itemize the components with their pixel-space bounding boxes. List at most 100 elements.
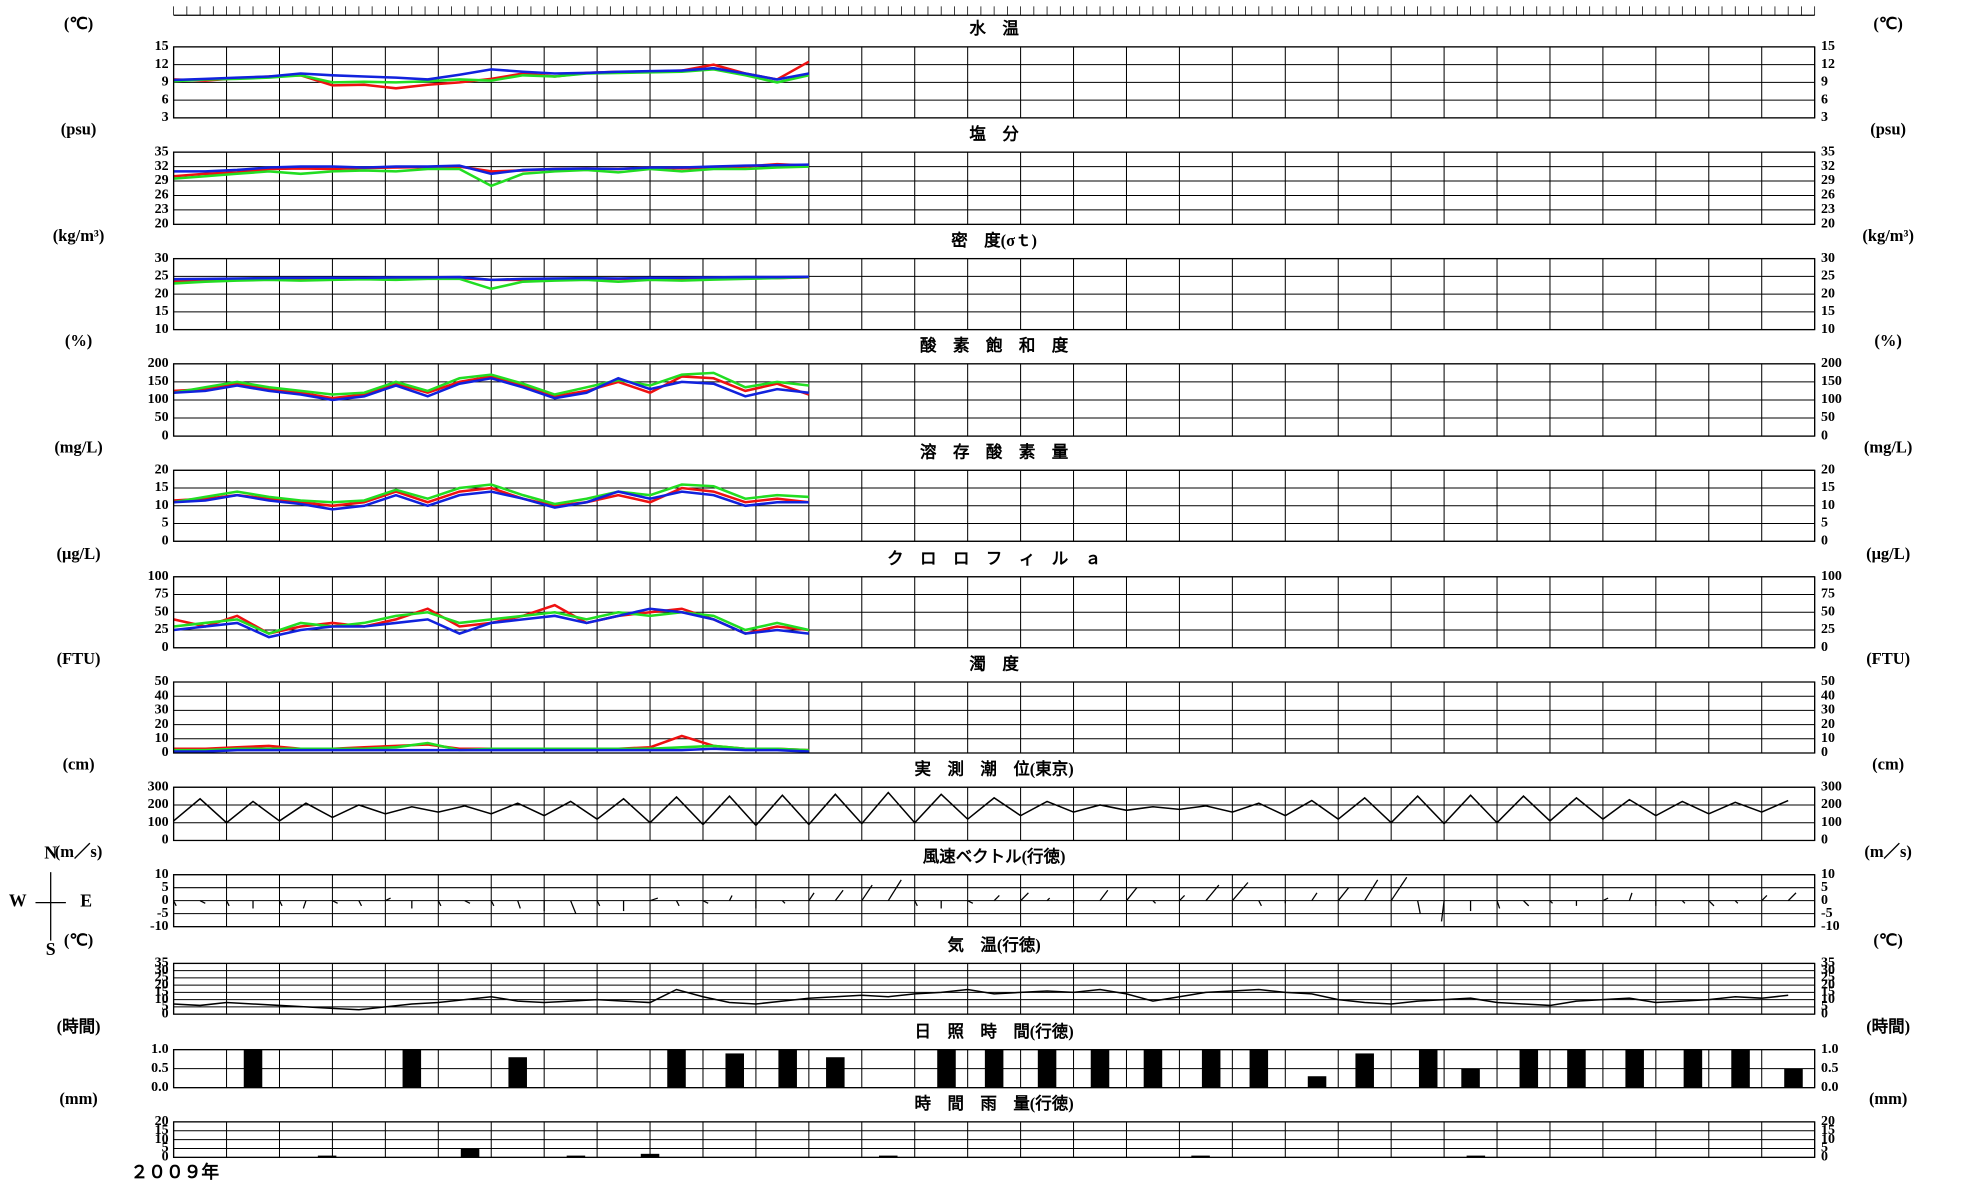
y-tick-label: 0.0	[151, 1080, 168, 1095]
y-tick-label-right: 300	[1821, 779, 1842, 794]
unit-right: (mg/L)	[1864, 438, 1912, 457]
y-tick-label: 30	[155, 963, 169, 978]
wind-vector	[332, 900, 338, 904]
bar	[1461, 1068, 1480, 1088]
y-tick-label-right: 0.0	[1821, 1080, 1838, 1095]
wind-vector	[1440, 900, 1445, 922]
bar	[1731, 1049, 1750, 1088]
plot-frame	[172, 469, 1816, 542]
y-tick-label-right: 200	[1821, 797, 1842, 812]
wind-vector	[302, 900, 307, 909]
y-tick-label-right: 3	[1821, 110, 1828, 125]
bar	[667, 1049, 686, 1088]
wind-vector	[808, 892, 815, 902]
y-tick-label-right: 5	[1821, 880, 1828, 895]
plot-frame	[172, 1048, 1816, 1089]
data-line	[173, 275, 809, 282]
y-tick-label: 5	[162, 1141, 169, 1156]
y-tick-label-right: 15	[1821, 1123, 1835, 1138]
y-tick-label: 100	[148, 569, 169, 584]
bar	[725, 1053, 745, 1088]
y-tick-label: 0	[162, 745, 169, 760]
bar	[566, 1155, 586, 1158]
compass-w: W	[9, 891, 27, 911]
y-tick-label-right: 5	[1821, 999, 1828, 1014]
y-tick-label-right: 35	[1821, 956, 1835, 971]
y-tick-label-right: 15	[1821, 39, 1835, 54]
y-tick-label-right: 6	[1821, 92, 1828, 107]
bar	[508, 1057, 527, 1088]
y-tick-label: 12	[155, 57, 169, 72]
y-tick-label: 150	[148, 374, 169, 389]
wind-vector	[1337, 887, 1350, 902]
y-tick-label: 15	[155, 985, 169, 1000]
y-tick-label: 35	[155, 144, 169, 159]
y-tick-label: 20	[155, 717, 169, 732]
y-tick-label: 26	[155, 188, 169, 203]
wind-vector	[199, 900, 206, 904]
wind-vector	[1099, 889, 1109, 902]
y-tick-label: 0	[162, 428, 169, 443]
y-tick-label: 300	[148, 779, 169, 794]
y-tick-label: 35	[155, 956, 169, 971]
unit-right: (kg/m³)	[1862, 226, 1914, 245]
y-tick-label-right: 50	[1821, 674, 1835, 689]
y-tick-label: 25	[155, 269, 169, 284]
y-tick-label-right: 10	[1821, 992, 1835, 1007]
bar	[937, 1049, 956, 1088]
panel-title: 塩 分	[969, 124, 1019, 143]
y-tick-label: -5	[157, 906, 169, 921]
data-line	[173, 486, 809, 508]
wind-vector	[1549, 900, 1554, 904]
wind-vector	[1734, 900, 1739, 904]
data-line	[173, 165, 809, 188]
y-tick-label-right: 25	[1821, 622, 1835, 637]
y-tick-label-right: 40	[1821, 688, 1835, 703]
data-line	[173, 741, 809, 752]
y-tick-label-right: 12	[1821, 57, 1835, 72]
wind-vector	[596, 900, 601, 907]
y-tick-label: 40	[155, 688, 169, 703]
bar	[1625, 1049, 1644, 1088]
y-tick-label-right: -5	[1821, 906, 1833, 921]
y-tick-label-right: 25	[1821, 269, 1835, 284]
y-tick-label: 9	[162, 75, 169, 90]
unit-right: (cm)	[1872, 754, 1904, 773]
y-tick-label: 20	[155, 286, 169, 301]
bar	[1307, 1076, 1327, 1088]
bar	[1784, 1068, 1803, 1088]
wind-vector	[1708, 900, 1715, 907]
plot-frame	[172, 874, 1816, 928]
panel-title: 風速ベクトル(行徳)	[923, 847, 1066, 866]
y-tick-label-right: 100	[1821, 815, 1842, 830]
wind-vector	[1258, 900, 1262, 907]
bar	[1191, 1155, 1210, 1158]
y-tick-label-right: 75	[1821, 587, 1835, 602]
y-tick-label-right: 0	[1821, 533, 1828, 548]
panel-title: 酸 素 飽 和 度	[920, 336, 1069, 355]
y-tick-label-right: 20	[1821, 1114, 1835, 1129]
wind-vector	[1231, 882, 1249, 902]
panel-title: 濁 度	[969, 654, 1019, 673]
x-axis-label: ２００９年	[131, 1161, 220, 1182]
y-tick-label-right: 10	[1821, 731, 1835, 746]
bar	[878, 1155, 898, 1158]
bar	[1567, 1049, 1586, 1088]
y-tick-label: 30	[155, 251, 169, 266]
wind-vector	[861, 884, 873, 902]
unit-left: (mg/L)	[54, 438, 102, 457]
y-tick-label-right: 35	[1821, 144, 1835, 159]
wind-vector	[358, 900, 363, 907]
y-tick-label: 1.0	[151, 1042, 168, 1057]
data-line	[173, 376, 809, 402]
wind-vector	[517, 900, 521, 909]
y-tick-label-right: 10	[1821, 1132, 1835, 1147]
y-tick-label: 0	[162, 1006, 169, 1021]
y-tick-label-right: 1.0	[1821, 1042, 1838, 1057]
y-tick-label-right: 15	[1821, 304, 1835, 319]
y-tick-label-right: 9	[1821, 75, 1828, 90]
y-tick-label-right: 20	[1821, 286, 1835, 301]
y-tick-label: 0	[162, 893, 169, 908]
y-tick-label-right: -10	[1821, 919, 1840, 934]
y-tick-label: 32	[155, 159, 169, 174]
